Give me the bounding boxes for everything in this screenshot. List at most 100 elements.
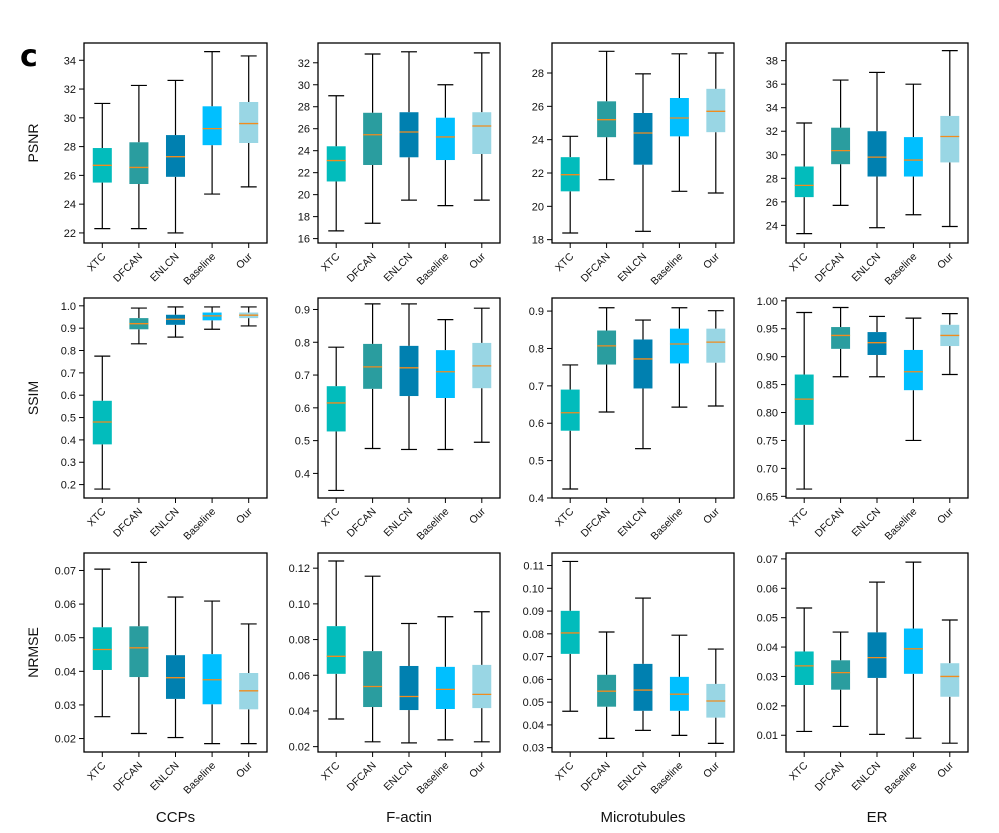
- y-tick-label: 0.04: [757, 642, 778, 654]
- y-tick-label: 1.0: [61, 301, 76, 313]
- y-tick-label: 0.03: [523, 743, 544, 755]
- box-dfcan: [129, 561, 149, 735]
- box-our: [706, 648, 726, 744]
- x-tick-label: Baseline: [415, 506, 452, 543]
- box-dfcan: [129, 84, 149, 230]
- x-tick-label: XTC: [787, 759, 811, 783]
- x-tick-label: Baseline: [649, 506, 686, 543]
- y-tick-label: 0.90: [757, 352, 778, 364]
- box-baseline: [202, 306, 222, 330]
- y-tick-label: 0.6: [61, 390, 76, 402]
- x-tick-label: XTC: [85, 505, 109, 529]
- axes-frame: [317, 297, 501, 499]
- axes-frame: [83, 42, 268, 244]
- iqr-box: [165, 135, 186, 177]
- x-tick-label: ENLCN: [148, 760, 182, 794]
- x-tick-label: XTC: [553, 759, 577, 783]
- y-tick-label: 20: [532, 201, 544, 213]
- x-tick-label: Our: [467, 505, 488, 526]
- y-tick-label: 0.6: [295, 403, 310, 415]
- box-our: [706, 310, 726, 407]
- y-tick-label: 0.05: [55, 633, 76, 645]
- box-our: [940, 50, 960, 228]
- iqr-box: [399, 112, 419, 158]
- axes-frame: [785, 42, 969, 244]
- x-tick-label: DFCAN: [111, 251, 145, 285]
- iqr-box: [633, 663, 653, 711]
- iqr-box: [867, 131, 887, 177]
- iqr-box: [363, 112, 383, 165]
- iqr-box: [940, 663, 960, 697]
- y-tick-label: 0.12: [289, 563, 310, 575]
- y-tick-label: 0.80: [757, 408, 778, 420]
- iqr-box: [633, 113, 653, 165]
- panel-ssim-f-actin: 0.4 0.5 0.6 0.7 0.8 0.9 XTC DFCAN ENLCN Baseline O…: [295, 297, 501, 543]
- iqr-box: [597, 330, 617, 365]
- y-tick-label: 0.6: [529, 418, 544, 430]
- y-tick-label: 0.95: [757, 324, 778, 336]
- box-baseline: [903, 561, 923, 739]
- iqr-box: [831, 327, 851, 349]
- box-baseline: [435, 616, 455, 741]
- x-tick-label: Our: [935, 250, 956, 271]
- y-axis-label-nrmse: NRMSE: [25, 627, 41, 678]
- iqr-box: [129, 626, 149, 678]
- panel-nrmse-ccps: 0.02 0.03 0.04 0.05 0.06 0.07 XTC DFCAN ENLCN Bas…: [25, 552, 268, 826]
- y-tick-label: 0.09: [523, 606, 544, 618]
- box-our: [239, 306, 259, 327]
- y-tick-label: 30: [64, 113, 76, 125]
- y-tick-label: 0.5: [529, 456, 544, 468]
- x-tick-label: Baseline: [883, 251, 920, 288]
- y-tick-label: 0.8: [529, 343, 544, 355]
- x-tick-label: Baseline: [181, 506, 218, 543]
- y-tick-label: 0.8: [295, 337, 310, 349]
- box-dfcan: [363, 303, 383, 450]
- box-enlcn: [399, 303, 419, 451]
- y-tick-label: 0.04: [55, 666, 76, 678]
- box-enlcn: [633, 73, 653, 232]
- box-our: [706, 52, 726, 194]
- y-tick-label: 0.02: [55, 734, 76, 746]
- iqr-box: [326, 626, 346, 674]
- box-xtc: [794, 607, 814, 733]
- x-tick-label: ENLCN: [381, 760, 415, 794]
- iqr-box: [831, 660, 851, 690]
- panel-nrmse-er: 0.01 0.02 0.03 0.04 0.05 0.06 0.07 XTC DFCAN ENLC…: [757, 552, 969, 826]
- box-our: [472, 611, 492, 743]
- x-tick-label: Our: [701, 505, 722, 526]
- y-axis-label-ssim: SSIM: [25, 381, 41, 415]
- x-tick-label: DFCAN: [345, 760, 379, 794]
- iqr-box: [940, 115, 960, 163]
- box-xtc: [560, 364, 580, 490]
- x-tick-label: XTC: [553, 250, 577, 274]
- iqr-box: [399, 345, 419, 397]
- x-tick-label: Our: [935, 759, 956, 780]
- x-axis-title-f-actin: F-actin: [386, 809, 432, 826]
- y-tick-label: 0.06: [55, 599, 76, 611]
- box-enlcn: [165, 79, 186, 234]
- iqr-box: [202, 106, 222, 146]
- panel-letter: c: [20, 39, 38, 74]
- box-baseline: [202, 600, 222, 745]
- y-tick-label: 0.10: [289, 599, 310, 611]
- y-tick-label: 24: [766, 220, 778, 232]
- y-axis-label-psnr: PSNR: [25, 124, 41, 163]
- box-xtc: [92, 102, 112, 230]
- axes-frame: [317, 552, 501, 753]
- y-tick-label: 0.4: [295, 468, 310, 480]
- y-tick-label: 0.02: [289, 742, 310, 754]
- box-dfcan: [831, 306, 851, 378]
- iqr-box: [867, 632, 887, 678]
- box-dfcan: [597, 50, 617, 181]
- y-tick-label: 0.10: [523, 583, 544, 595]
- box-baseline: [669, 53, 689, 192]
- panel-nrmse-f-actin: 0.02 0.04 0.06 0.08 0.10 0.12 XTC DFCAN ENLCN Bas…: [289, 552, 501, 826]
- y-tick-label: 32: [298, 58, 310, 70]
- box-enlcn: [165, 306, 186, 338]
- y-tick-label: 30: [766, 150, 778, 162]
- y-tick-label: 0.8: [61, 346, 76, 358]
- y-tick-label: 26: [298, 124, 310, 136]
- iqr-box: [165, 655, 186, 699]
- panel-psnr-f-actin: 16 18 20 22 24 26 28 30 32 XTC DFCAN ENLCN Baseline O…: [298, 42, 501, 288]
- iqr-box: [794, 166, 814, 198]
